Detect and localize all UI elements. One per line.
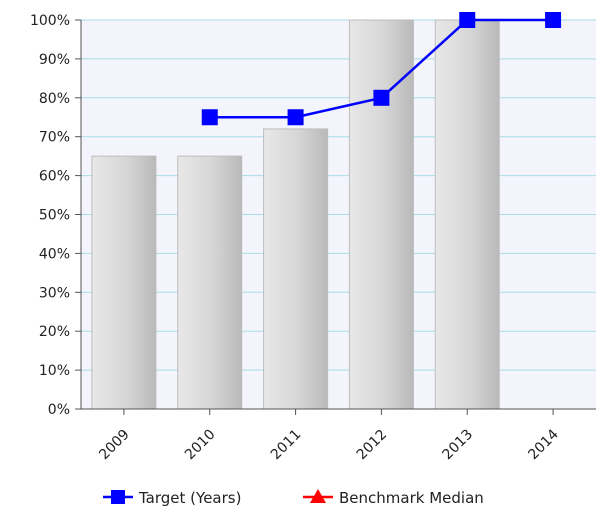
bar-2013	[434, 19, 500, 410]
legend-label: Target (Years)	[138, 489, 241, 507]
y-tick-label: 60%	[39, 169, 70, 185]
y-tick-label: 10%	[39, 363, 70, 379]
x-tick-label-2009: 2009	[96, 427, 133, 464]
series-lines	[201, 12, 562, 126]
series-point	[287, 109, 304, 126]
legend-item-1: Benchmark Median	[303, 489, 484, 507]
y-tick-label: 0%	[48, 402, 70, 418]
series-point	[545, 12, 562, 28]
y-tick-labels: 0% 10% 20% 30% 40% 50% 60% 70% 80% 90% 100%	[30, 13, 70, 418]
y-tick-label: 90%	[39, 52, 70, 68]
bar-2011	[263, 128, 329, 410]
y-tick-label: 70%	[39, 130, 70, 146]
bars	[91, 19, 500, 410]
x-tick-label-2012: 2012	[354, 427, 391, 464]
series-point	[201, 109, 218, 126]
bar-2009	[91, 155, 157, 410]
x-tick-labels: 2009 2010 2011 2012 2013 2014	[96, 426, 562, 463]
x-tick-label-2013: 2013	[440, 427, 477, 464]
x-tick-label-2010: 2010	[182, 427, 219, 464]
y-tick-label: 30%	[39, 285, 70, 301]
y-tick-label: 100%	[30, 13, 70, 29]
y-tick-label: 50%	[39, 208, 70, 224]
legend-item-0: Target (Years)	[103, 489, 241, 507]
legend-triangle-marker	[310, 489, 326, 503]
y-tick-label: 40%	[39, 246, 70, 262]
series-point	[459, 12, 476, 28]
x-tick-label-2011: 2011	[268, 427, 305, 464]
series-point	[373, 89, 390, 106]
bar-2010	[177, 155, 243, 410]
legend-square-marker	[111, 490, 125, 504]
legend: Target (Years) Benchmark Median	[103, 489, 484, 507]
x-tick-label-2014: 2014	[525, 426, 562, 463]
y-tick-label: 20%	[39, 324, 70, 340]
legend-label: Benchmark Median	[339, 489, 484, 507]
y-tick-label: 80%	[39, 91, 70, 107]
axes	[75, 19, 596, 415]
